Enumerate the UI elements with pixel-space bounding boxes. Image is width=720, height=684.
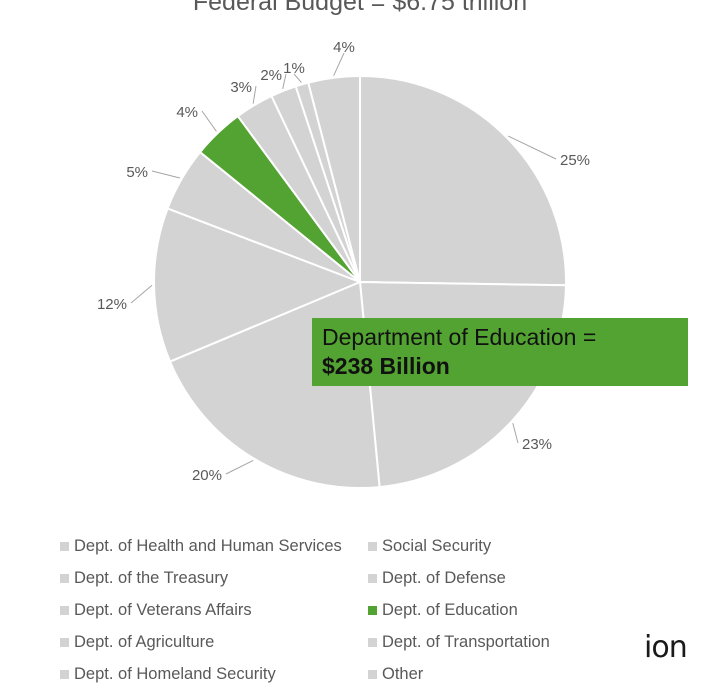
- legend-swatch: [60, 542, 69, 551]
- legend-label: Social Security: [382, 537, 492, 555]
- legend-item-dept-of-health-and-human-services: Dept. of Health and Human Services: [60, 537, 342, 556]
- education-callout: Department of Education = $238 Billion: [312, 318, 688, 386]
- percent-label-dept-of-defense: 12%: [97, 296, 127, 313]
- legend-item-dept-of-agriculture: Dept. of Agriculture: [60, 633, 214, 652]
- legend-label: Dept. of Agriculture: [74, 633, 215, 651]
- legend-swatch: [60, 606, 69, 615]
- pie-slices: [153, 74, 567, 489]
- legend-swatch: [60, 638, 69, 647]
- legend-label: Dept. of Education: [382, 601, 518, 619]
- legend-item-dept-of-education: Dept. of Education: [368, 601, 518, 620]
- legend-label: Dept. of the Treasury: [74, 569, 229, 587]
- legend-label: Dept. of Defense: [382, 569, 506, 587]
- leader-line-dept-of-agriculture: [252, 85, 257, 104]
- leader-line-dept-of-homeland-security: [293, 73, 302, 83]
- legend-item-social-security: Social Security: [368, 537, 491, 556]
- leader-line-dept-of-the-treasury: [225, 460, 254, 475]
- percent-label-dept-of-transportation: 2%: [260, 67, 282, 84]
- percent-label-dept-of-veterans-affairs: 5%: [126, 164, 148, 181]
- legend-item-dept-of-transportation: Dept. of Transportation: [368, 633, 550, 652]
- callout-amount: $238 Billion: [322, 353, 450, 379]
- callout-line: Department of Education =: [322, 324, 597, 350]
- percent-label-dept-of-the-treasury: 20%: [192, 467, 222, 484]
- legend-swatch: [368, 542, 377, 551]
- legend-swatch: [368, 574, 377, 583]
- legend-label: Dept. of Veterans Affairs: [74, 601, 252, 619]
- percent-label-dept-of-homeland-security: 1%: [283, 60, 305, 77]
- leader-line-dept-of-health-and-human-services: [508, 135, 557, 160]
- leader-lines: [130, 52, 557, 475]
- legend-item-dept-of-veterans-affairs: Dept. of Veterans Affairs: [60, 601, 252, 620]
- leader-line-dept-of-transportation: [282, 73, 287, 90]
- chart-title: Federal Budget = $6.75 trillion: [192, 0, 528, 16]
- leader-line-dept-of-education: [201, 110, 217, 132]
- leader-line-dept-of-defense: [130, 284, 153, 304]
- percent-label-social-security: 23%: [522, 436, 552, 453]
- pie-slice-dept-of-health-and-human-services: [359, 74, 567, 287]
- percent-label-dept-of-agriculture: 3%: [230, 79, 252, 96]
- legend-label: Dept. of Health and Human Services: [74, 537, 342, 555]
- legend-swatch: [368, 606, 377, 615]
- percent-label-dept-of-education: 4%: [176, 104, 198, 121]
- percent-label-other: 4%: [333, 39, 355, 56]
- pie-slice-dept-of-defense: [153, 207, 363, 363]
- percent-label-dept-of-health-and-human-services: 25%: [560, 152, 590, 169]
- leader-line-dept-of-veterans-affairs: [151, 170, 180, 179]
- legend-item-dept-of-the-treasury: Dept. of the Treasury: [60, 569, 228, 588]
- ion-logo: ion: [644, 630, 688, 665]
- legend-label: Dept. of Transportation: [382, 633, 550, 651]
- pie-chart: 25% 23% 20% 12% 5% 4% 3% 2% 1% 4%: [97, 39, 590, 489]
- legend-swatch: [60, 574, 69, 583]
- leader-line-other: [333, 52, 345, 76]
- legend-swatch: [368, 638, 377, 647]
- legend-item-dept-of-defense: Dept. of Defense: [368, 569, 506, 588]
- pie-slice-other: [307, 74, 361, 283]
- leader-line-social-security: [512, 423, 519, 444]
- percent-labels: 25% 23% 20% 12% 5% 4% 3% 2% 1% 4%: [97, 39, 590, 484]
